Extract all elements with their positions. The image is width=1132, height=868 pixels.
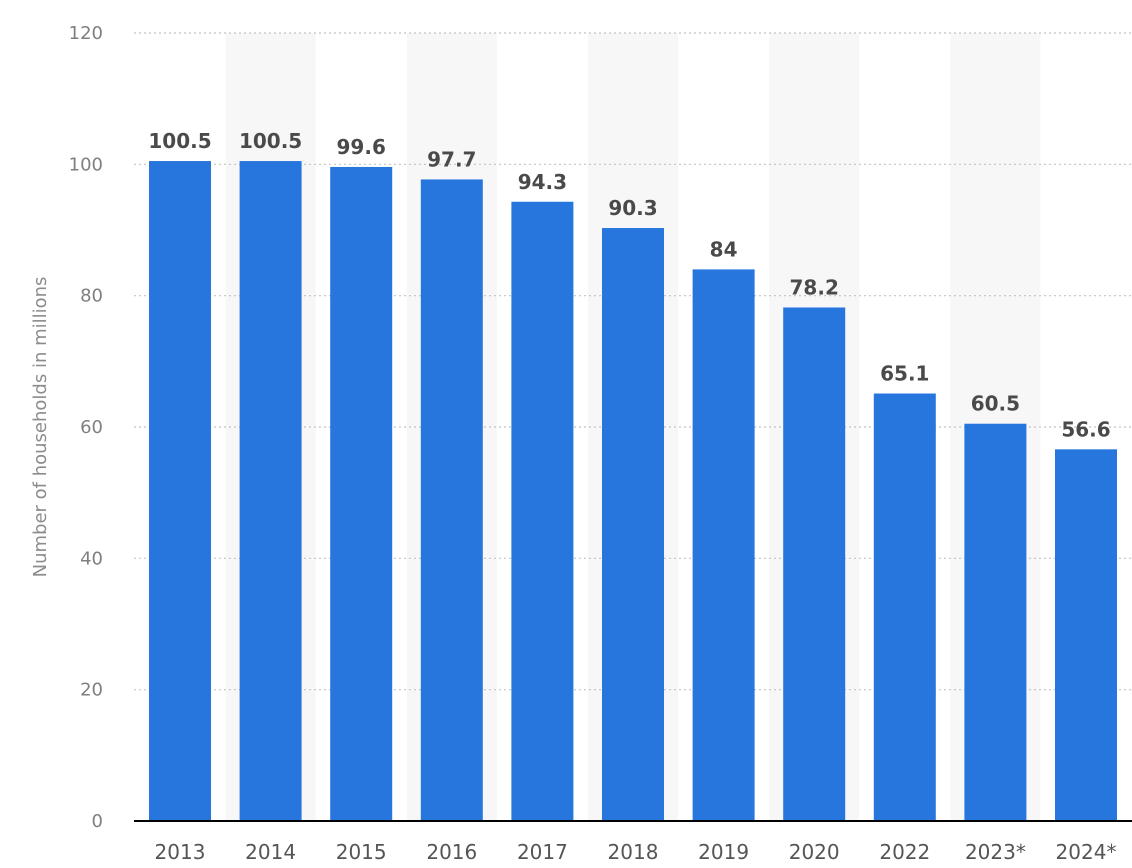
x-axis-ticks: 2013 2014 2015 2016 2017 2018 2019 2020 2022 2023… <box>155 840 1117 864</box>
y-tick-label: 100 <box>69 154 103 175</box>
y-tick-label: 60 <box>80 417 103 438</box>
x-tick-label: 2016 <box>426 840 477 864</box>
bar <box>1055 449 1117 821</box>
x-tick-label: 2023* <box>965 840 1026 864</box>
y-axis-title: Number of households in millions <box>30 277 51 578</box>
bars <box>149 161 1117 822</box>
data-label: 94.3 <box>518 170 567 194</box>
bar <box>239 161 302 822</box>
y-tick-label: 80 <box>80 286 103 307</box>
data-label: 65.1 <box>880 362 929 386</box>
y-axis-ticks: 0 20 40 60 80 100 120 <box>69 23 103 832</box>
x-tick-label: 2018 <box>608 840 659 864</box>
data-label: 56.6 <box>1061 417 1110 441</box>
bar <box>511 201 574 822</box>
data-label: 90.3 <box>608 196 657 220</box>
data-label: 84 <box>710 237 738 261</box>
bar <box>149 161 211 822</box>
y-tick-label: 40 <box>80 548 103 569</box>
x-tick-label: 2022 <box>879 840 930 864</box>
bar <box>964 423 1027 821</box>
bar <box>420 179 483 822</box>
data-label: 78.2 <box>790 275 839 299</box>
data-label: 60.5 <box>971 392 1020 416</box>
x-tick-label: 2014 <box>245 840 296 864</box>
bar <box>783 307 846 821</box>
x-tick-label: 2013 <box>155 840 206 864</box>
bar <box>602 228 664 821</box>
bar <box>692 269 755 821</box>
data-label: 100.5 <box>239 129 302 153</box>
y-tick-label: 0 <box>92 811 103 832</box>
data-label: 99.6 <box>337 135 386 159</box>
x-tick-label: 2024* <box>1056 840 1117 864</box>
x-tick-label: 2015 <box>336 840 387 864</box>
x-tick-label: 2020 <box>789 840 840 864</box>
x-tick-label: 2019 <box>698 840 749 864</box>
data-labels: 100.5 100.5 99.6 97.7 94.3 90.3 84 78.2 65.1 60.5… <box>148 129 1110 441</box>
bar <box>873 393 936 821</box>
y-tick-label: 120 <box>69 23 103 44</box>
data-label: 100.5 <box>148 129 211 153</box>
x-tick-label: 2017 <box>517 840 568 864</box>
data-label: 97.7 <box>427 147 476 171</box>
bar <box>330 166 393 821</box>
y-tick-label: 20 <box>80 680 103 701</box>
